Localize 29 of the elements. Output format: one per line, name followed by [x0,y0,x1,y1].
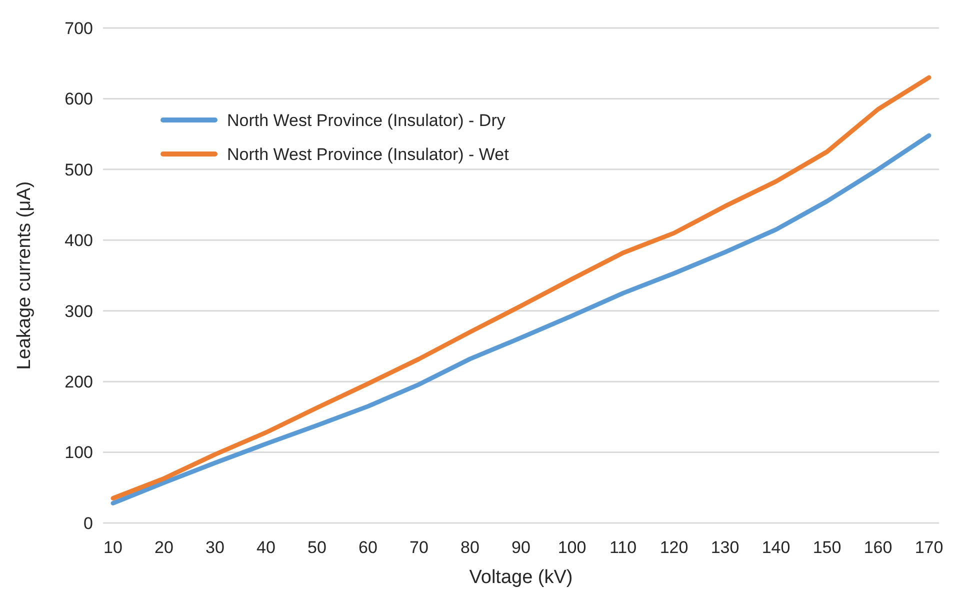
y-tick-label: 500 [64,160,93,180]
legend-label: North West Province (Insulator) - Wet [227,144,510,164]
y-tick-label: 200 [64,372,93,392]
y-tick-label: 0 [84,514,93,533]
x-tick-label: 20 [154,538,174,557]
y-tick-label: 100 [64,443,93,462]
x-tick-label: 160 [864,538,892,557]
y-tick-label: 400 [64,231,93,250]
x-tick-label: 100 [558,538,586,557]
x-axis-title: Voltage (kV) [469,567,573,588]
x-tick-label: 110 [609,538,637,557]
x-tick-label: 40 [256,538,276,557]
x-tick-label: 30 [206,538,224,557]
x-tick-label: 60 [358,538,378,557]
x-tick-label: 140 [762,538,790,557]
x-tick-label: 50 [308,538,326,557]
y-tick-label: 700 [64,18,93,38]
x-tick-label: 70 [410,538,428,557]
x-tick-label: 130 [710,538,740,557]
x-tick-label: 170 [914,538,944,557]
y-tick-label: 300 [64,302,93,321]
x-tick-label: 120 [660,538,688,557]
x-tick-label: 10 [104,538,122,557]
x-tick-label: 90 [512,538,530,557]
x-tick-label: 150 [812,538,842,557]
legend-label: North West Province (Insulator) - Dry [227,110,506,130]
y-tick-label: 600 [64,90,93,109]
x-tick-label: 80 [460,538,480,557]
y-axis-title: Leakage currents (μA) [14,181,35,370]
